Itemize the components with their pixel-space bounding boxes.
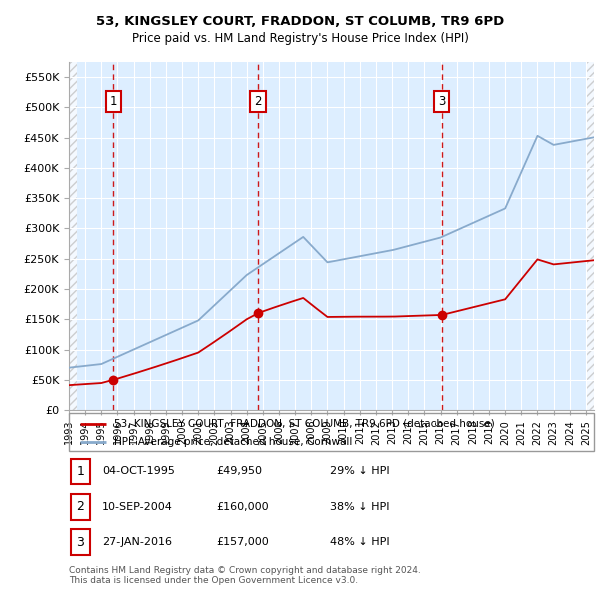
Text: 3: 3: [438, 95, 445, 108]
Bar: [71, 529, 90, 555]
Text: 38% ↓ HPI: 38% ↓ HPI: [330, 502, 389, 512]
Text: 2: 2: [76, 500, 85, 513]
Text: £49,950: £49,950: [216, 467, 262, 476]
Bar: [71, 458, 90, 484]
Text: 1: 1: [110, 95, 117, 108]
Text: 48% ↓ HPI: 48% ↓ HPI: [330, 537, 389, 547]
Bar: [71, 494, 90, 520]
Text: 53, KINGSLEY COURT, FRADDON, ST COLUMB, TR9 6PD (detached house): 53, KINGSLEY COURT, FRADDON, ST COLUMB, …: [113, 419, 494, 429]
Text: 53, KINGSLEY COURT, FRADDON, ST COLUMB, TR9 6PD: 53, KINGSLEY COURT, FRADDON, ST COLUMB, …: [96, 15, 504, 28]
Bar: [69, 62, 77, 410]
Text: 04-OCT-1995: 04-OCT-1995: [102, 467, 175, 476]
Text: 10-SEP-2004: 10-SEP-2004: [102, 502, 173, 512]
Text: 3: 3: [76, 536, 85, 549]
Text: £160,000: £160,000: [216, 502, 269, 512]
Text: 2: 2: [254, 95, 262, 108]
Text: £157,000: £157,000: [216, 537, 269, 547]
Bar: [586, 62, 594, 410]
Text: 27-JAN-2016: 27-JAN-2016: [102, 537, 172, 547]
Text: HPI: Average price, detached house, Cornwall: HPI: Average price, detached house, Corn…: [113, 437, 352, 447]
Text: 1: 1: [76, 465, 85, 478]
Text: Contains HM Land Registry data © Crown copyright and database right 2024.
This d: Contains HM Land Registry data © Crown c…: [69, 566, 421, 585]
Text: Price paid vs. HM Land Registry's House Price Index (HPI): Price paid vs. HM Land Registry's House …: [131, 32, 469, 45]
Text: 29% ↓ HPI: 29% ↓ HPI: [330, 467, 389, 476]
